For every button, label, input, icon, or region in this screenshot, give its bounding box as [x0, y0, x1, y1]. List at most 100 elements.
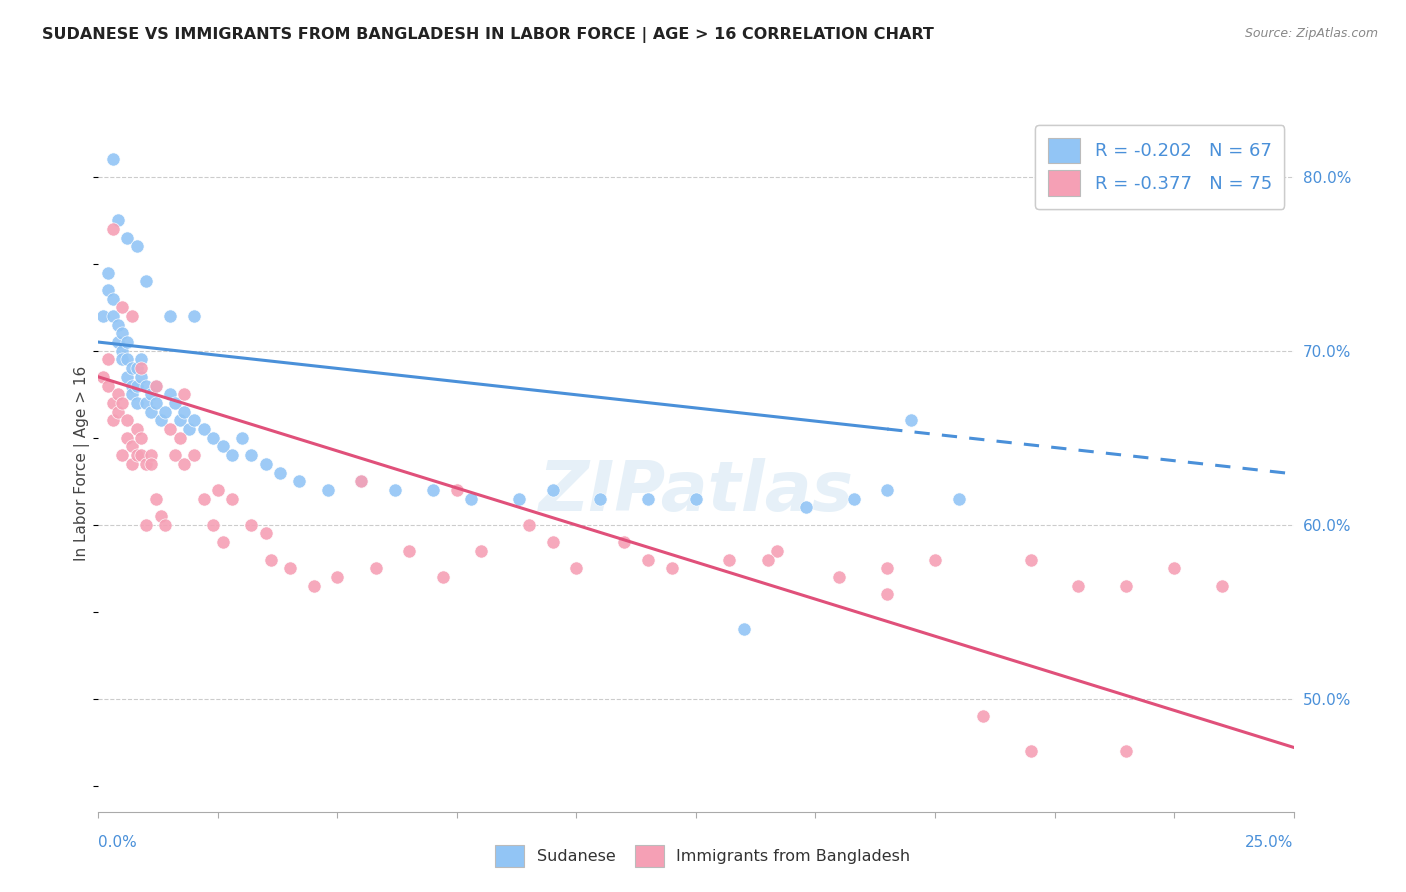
Point: [135, 274, 157, 288]
Point: [145, 491, 167, 506]
Point: [131, 369, 153, 384]
Point: [422, 483, 444, 497]
Point: [139, 404, 162, 418]
Point: [183, 448, 205, 462]
Point: [231, 431, 253, 445]
Point: [517, 517, 540, 532]
Point: [159, 387, 181, 401]
Point: [948, 491, 970, 506]
Point: [269, 466, 291, 480]
Point: [155, 404, 177, 418]
Point: [121, 387, 143, 401]
Point: [589, 491, 612, 506]
Point: [159, 422, 181, 436]
Point: [125, 396, 148, 410]
Point: [131, 352, 153, 367]
Point: [972, 709, 994, 723]
Point: [97, 265, 120, 279]
Point: [91, 309, 114, 323]
Text: SUDANESE VS IMMIGRANTS FROM BANGLADESH IN LABOR FORCE | AGE > 16 CORRELATION CHA: SUDANESE VS IMMIGRANTS FROM BANGLADESH I…: [42, 27, 934, 43]
Point: [173, 457, 195, 471]
Point: [876, 587, 898, 601]
Point: [470, 543, 492, 558]
Text: 0.0%: 0.0%: [98, 836, 138, 850]
Point: [107, 318, 129, 332]
Point: [101, 222, 124, 236]
Point: [111, 396, 134, 410]
Point: [756, 552, 779, 566]
Point: [101, 309, 124, 323]
Text: ZIPatlas: ZIPatlas: [538, 458, 853, 525]
Point: [302, 578, 325, 592]
Point: [876, 483, 898, 497]
Point: [1115, 578, 1137, 592]
Point: [115, 413, 138, 427]
Point: [254, 526, 277, 541]
Point: [111, 352, 134, 367]
Point: [924, 552, 946, 566]
Point: [221, 491, 243, 506]
Point: [131, 448, 153, 462]
Point: [131, 361, 153, 376]
Point: [125, 239, 148, 253]
Point: [173, 404, 195, 418]
Point: [661, 561, 683, 575]
Point: [149, 508, 172, 523]
Point: [179, 422, 201, 436]
Point: [97, 378, 120, 392]
Point: [900, 413, 922, 427]
Point: [169, 413, 191, 427]
Legend: Sudanese, Immigrants from Bangladesh: Sudanese, Immigrants from Bangladesh: [488, 837, 918, 875]
Point: [115, 352, 138, 367]
Point: [384, 483, 406, 497]
Point: [115, 230, 138, 244]
Point: [107, 334, 129, 349]
Point: [1163, 561, 1185, 575]
Point: [350, 474, 373, 488]
Point: [766, 543, 789, 558]
Point: [316, 483, 339, 497]
Point: [139, 448, 162, 462]
Point: [364, 561, 387, 575]
Text: Source: ZipAtlas.com: Source: ZipAtlas.com: [1244, 27, 1378, 40]
Point: [1019, 552, 1042, 566]
Point: [121, 361, 143, 376]
Point: [193, 422, 215, 436]
Point: [613, 535, 636, 549]
Point: [111, 343, 134, 358]
Point: [718, 552, 741, 566]
Point: [145, 378, 167, 392]
Point: [460, 491, 482, 506]
Point: [183, 413, 205, 427]
Point: [541, 483, 564, 497]
Point: [101, 413, 124, 427]
Point: [842, 491, 865, 506]
Point: [139, 387, 162, 401]
Point: [149, 413, 172, 427]
Point: [259, 552, 281, 566]
Point: [1019, 744, 1042, 758]
Point: [828, 570, 851, 584]
Point: [221, 448, 243, 462]
Point: [101, 153, 124, 167]
Point: [145, 396, 167, 410]
Point: [125, 378, 148, 392]
Point: [211, 439, 233, 453]
Point: [1115, 744, 1137, 758]
Point: [155, 517, 177, 532]
Point: [91, 369, 114, 384]
Point: [288, 474, 311, 488]
Point: [159, 309, 181, 323]
Point: [135, 378, 157, 392]
Point: [131, 431, 153, 445]
Point: [107, 387, 129, 401]
Point: [794, 500, 817, 515]
Point: [101, 292, 124, 306]
Point: [1067, 578, 1090, 592]
Point: [207, 483, 229, 497]
Point: [97, 352, 120, 367]
Point: [121, 457, 143, 471]
Point: [125, 448, 148, 462]
Legend: R = -0.202   N = 67, R = -0.377   N = 75: R = -0.202 N = 67, R = -0.377 N = 75: [1035, 125, 1285, 209]
Point: [115, 334, 138, 349]
